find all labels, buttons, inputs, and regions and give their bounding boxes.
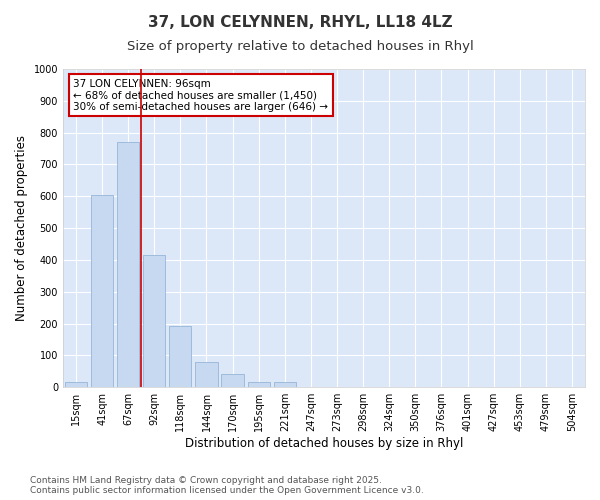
Bar [117, 142, 139, 387]
Bar [274, 382, 296, 387]
X-axis label: Distribution of detached houses by size in Rhyl: Distribution of detached houses by size … [185, 437, 463, 450]
Bar [221, 374, 244, 387]
Bar [248, 382, 270, 387]
Text: Size of property relative to detached houses in Rhyl: Size of property relative to detached ho… [127, 40, 473, 53]
Text: Contains HM Land Registry data © Crown copyright and database right 2025.
Contai: Contains HM Land Registry data © Crown c… [30, 476, 424, 495]
Bar [65, 382, 87, 387]
Bar [196, 362, 218, 387]
Y-axis label: Number of detached properties: Number of detached properties [15, 135, 28, 321]
Bar [91, 194, 113, 387]
Text: 37 LON CELYNNEN: 96sqm
← 68% of detached houses are smaller (1,450)
30% of semi-: 37 LON CELYNNEN: 96sqm ← 68% of detached… [73, 78, 328, 112]
Bar [143, 255, 166, 387]
Text: 37, LON CELYNNEN, RHYL, LL18 4LZ: 37, LON CELYNNEN, RHYL, LL18 4LZ [148, 15, 452, 30]
Bar [169, 326, 191, 387]
